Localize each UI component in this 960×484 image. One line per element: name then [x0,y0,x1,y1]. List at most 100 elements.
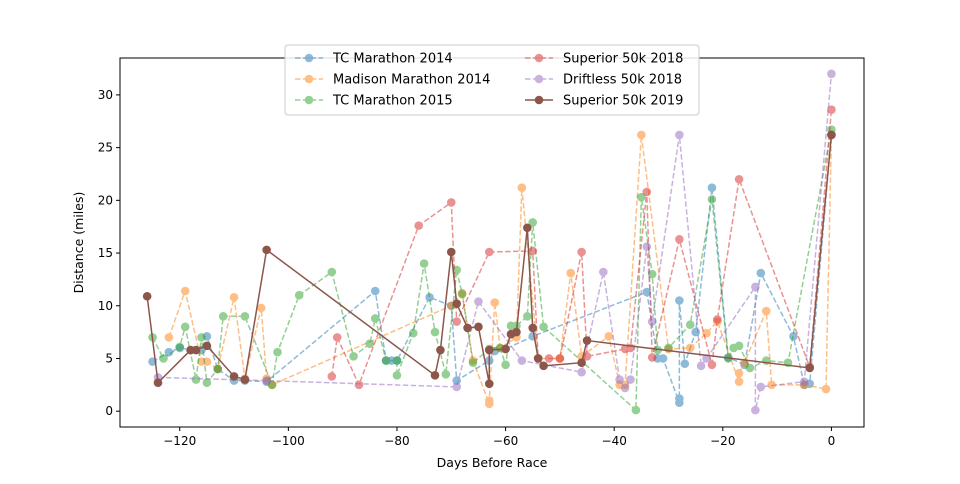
data-point [827,130,836,140]
x-axis-label: Days Before Race [437,455,548,470]
legend-marker [304,74,314,84]
data-point [582,336,592,345]
data-point [734,174,744,184]
data-point [202,378,212,388]
data-point [751,405,760,415]
data-point [827,105,836,114]
data-point [463,323,472,333]
data-point [604,332,614,341]
data-point [745,363,755,373]
data-point [734,377,744,386]
y-tick-label: 20 [98,193,113,207]
data-point [175,342,185,352]
data-point [392,371,402,380]
y-tick-label: 30 [98,88,113,102]
data-point [517,183,527,192]
x-tick-label: −20 [710,434,735,448]
data-point [256,303,266,313]
data-point [799,377,809,386]
data-point [229,293,239,302]
data-point [577,367,586,377]
legend-label: TC Marathon 2014 [332,52,453,67]
series-5 [142,130,836,389]
data-point [262,245,271,255]
y-tick-label: 0 [105,404,113,418]
data-point [381,356,391,365]
data-point [577,247,586,257]
legend-item [525,74,553,84]
data-point [327,267,337,277]
data-point [468,358,478,367]
data-point [501,360,510,370]
data-point [658,354,668,363]
data-point [626,375,635,384]
data-point [484,247,494,257]
legend-item [295,53,323,63]
data-point [419,259,429,268]
data-point [702,354,711,363]
data-point [153,378,163,388]
data-point [734,368,744,378]
data-point [756,382,766,392]
data-point [484,379,494,389]
data-point [365,339,375,349]
data-point [452,376,462,385]
data-point [631,405,641,415]
data-point [436,345,445,355]
data-point [528,323,538,333]
data-point [327,372,337,381]
data-point [713,315,722,324]
legend-marker [534,74,544,84]
data-point [566,268,576,278]
data-point [517,356,527,365]
legend-label: Driftless 50k 2018 [563,73,682,88]
data-point [452,382,462,392]
data-point [523,223,532,233]
y-axis-ticks: 0 5 10 15 20 25 30 [98,88,120,418]
data-point [675,130,684,140]
data-point [647,353,657,362]
data-point [349,352,358,361]
data-point [452,317,462,326]
y-tick-label: 10 [98,299,113,313]
legend-label: TC Marathon 2015 [332,94,453,109]
data-point [642,242,652,252]
data-point [191,375,201,384]
data-point [484,345,494,355]
data-point [539,361,548,371]
x-tick-label: 0 [828,434,836,448]
data-point [512,327,521,337]
data-point [430,327,440,337]
data-point [159,354,168,363]
data-point [218,312,228,321]
data-point [751,282,760,292]
data-point [707,194,717,204]
data-point [457,289,467,299]
data-point [653,345,662,355]
data-point [240,375,250,384]
data-point [821,384,831,394]
data-point [202,341,212,351]
data-point [180,286,190,296]
legend-label: Superior 50k 2019 [563,94,683,109]
legend-marker [304,53,314,63]
series-layer [142,69,836,415]
data-point [164,333,174,342]
data-point [599,267,608,277]
data-point [164,347,174,357]
data-point [756,268,766,278]
data-point [446,198,456,207]
data-point [707,183,717,192]
x-tick-label: −80 [384,434,409,448]
x-tick-label: −40 [602,434,627,448]
data-point [213,364,223,374]
x-tick-label: −120 [163,434,196,448]
legend-label: Superior 50k 2018 [563,52,683,67]
data-point [533,354,543,363]
data-point [191,345,201,355]
data-point [685,320,695,330]
plot-area [120,58,864,427]
data-point [767,380,776,390]
data-point [647,317,657,326]
